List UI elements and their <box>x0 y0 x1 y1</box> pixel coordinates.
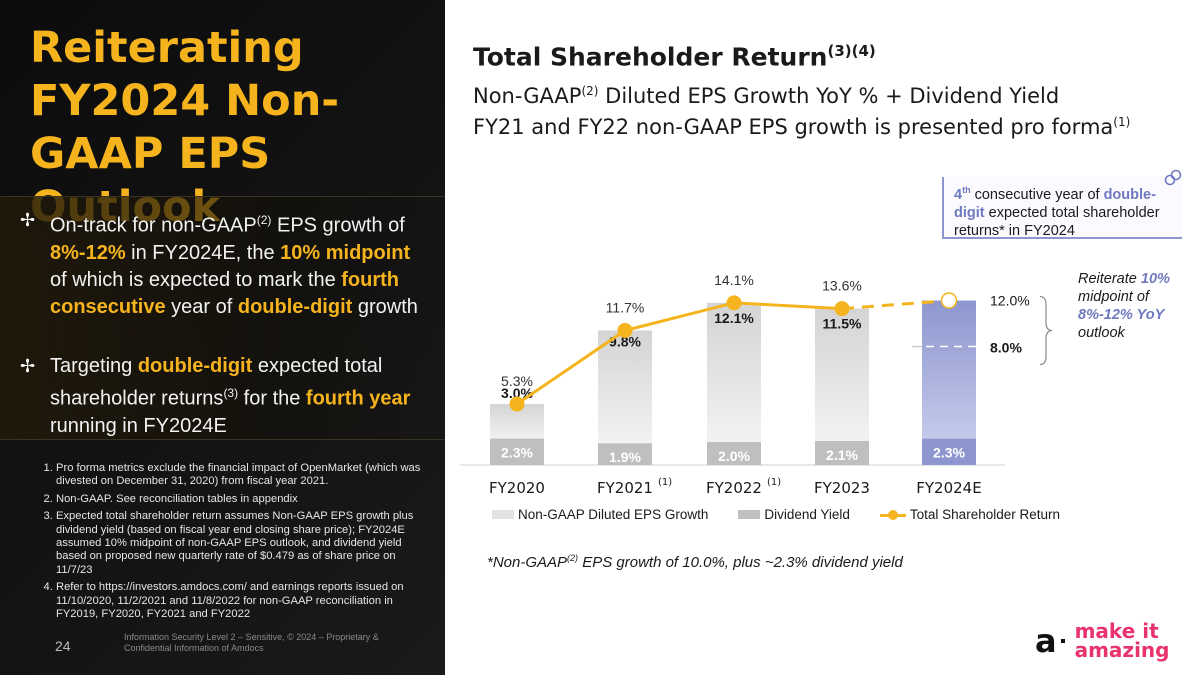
left-panel: Reiterating FY2024 Non-GAAP EPS Outlook … <box>0 0 445 675</box>
logo-mark: a <box>1035 622 1057 660</box>
category-label: FY2021 <box>597 479 653 497</box>
amdocs-logo: a make it amazing <box>1035 619 1170 662</box>
chart-legend: Non-GAAP Diluted EPS Growth Dividend Yie… <box>492 507 1090 522</box>
headline: Reiterating FY2024 Non-GAAP EPS Outlook <box>30 23 340 232</box>
dividend-label: 2.0% <box>718 448 750 464</box>
tsr-point <box>834 301 850 317</box>
bullet-shareholder-returns: ✢ Targeting double-digit expected total … <box>20 353 430 440</box>
page-number: 24 <box>55 638 71 654</box>
tsr-label: 11.7% <box>606 299 645 315</box>
bar-eps-fy2024e <box>922 300 976 439</box>
legend-line-swatch <box>879 509 906 521</box>
category-sup: (1) <box>767 477 781 488</box>
bullet-text: On-track for non-GAAP(2) EPS growth of 8… <box>50 213 418 318</box>
dividend-label: 2.3% <box>501 445 533 461</box>
link-icon <box>1164 169 1182 186</box>
tsr-point <box>940 292 958 309</box>
legend-swatch <box>738 510 761 519</box>
sparkle-icon: ✢ <box>20 356 36 376</box>
category-label: FY2023 <box>814 479 870 497</box>
footnotes-list: Pro forma metrics exclude the financial … <box>38 462 428 625</box>
bar-dividend-fy2021 <box>598 443 652 465</box>
eps-label: 12.1% <box>714 310 754 326</box>
tsr-label: 13.6% <box>822 278 862 294</box>
bar-dividend-fy2022 <box>707 442 761 465</box>
range-low-label: 8.0% <box>990 340 1022 356</box>
confidentiality-notice: Information Security Level 2 – Sensitive… <box>124 632 379 653</box>
legend-item-tsr: Total Shareholder Return <box>879 507 1060 522</box>
tsr-label: 14.1% <box>714 272 754 288</box>
tsr-point <box>617 322 633 338</box>
footnote-item: Expected total shareholder return assume… <box>56 510 428 577</box>
bar-dividend-fy2024e <box>922 438 976 465</box>
eps-label: 11.5% <box>823 316 862 332</box>
bar-eps-fy2022 <box>707 302 761 442</box>
sparkle-icon: ✢ <box>20 210 36 230</box>
category-label: FY2024E <box>916 479 981 497</box>
dividend-label: 1.9% <box>609 449 641 465</box>
tsr-line <box>516 301 843 406</box>
logo-tagline: make it amazing <box>1074 619 1170 662</box>
chart-subtitle: Non-GAAP(2) Diluted EPS Growth YoY % + D… <box>473 84 1131 139</box>
tsr-label: 5.3% <box>501 373 533 389</box>
category-label: FY2020 <box>489 479 545 497</box>
bar-dividend-fy2023 <box>815 440 869 465</box>
range-high-label: 12.0% <box>990 293 1030 309</box>
range-bracket <box>1039 295 1053 366</box>
tsr-point <box>726 295 742 311</box>
category-label: FY2022 <box>706 479 762 497</box>
eps-footnote: *Non-GAAP(2) EPS growth of 10.0%, plus ~… <box>487 553 903 571</box>
tsr-point <box>509 396 525 412</box>
dividend-label: 2.3% <box>933 445 965 461</box>
reiterate-note: Reiterate 10% midpoint of 8%-12% YoY out… <box>1078 271 1170 341</box>
dividend-label: 2.1% <box>826 447 858 463</box>
tsr-chart: 2.3% FY2020 1.9% FY2021 (1) 2.0% FY2022 (1) 2.1%… <box>460 272 1053 497</box>
tsr-projected-line <box>841 299 950 311</box>
bullet-text: Targeting double-digit expected total sh… <box>50 355 411 437</box>
footnote-item: Non-GAAP. See reconciliation tables in a… <box>56 493 428 506</box>
bullet-eps-growth: ✢ On-track for non-GAAP(2) EPS growth of… <box>20 207 430 321</box>
legend-item-eps: Non-GAAP Diluted EPS Growth <box>492 507 708 522</box>
key-points-box: ✢ On-track for non-GAAP(2) EPS growth of… <box>0 196 445 440</box>
logo-dot <box>1060 639 1065 643</box>
legend-swatch <box>492 510 514 519</box>
category-sup: (1) <box>658 477 672 488</box>
callout-box: 4th consecutive year of double-digit exp… <box>942 177 1182 239</box>
legend-item-dividend: Dividend Yield <box>738 507 850 522</box>
bar-eps-fy2021 <box>598 330 652 444</box>
bar-dividend-fy2020 <box>490 438 544 465</box>
footnote-item: Refer to https://investors.amdocs.com/ a… <box>56 581 428 621</box>
footnote-item: Pro forma metrics exclude the financial … <box>56 462 428 489</box>
bar-eps-fy2023 <box>815 308 869 441</box>
chart-title: Total Shareholder Return(3)(4) <box>473 42 876 72</box>
